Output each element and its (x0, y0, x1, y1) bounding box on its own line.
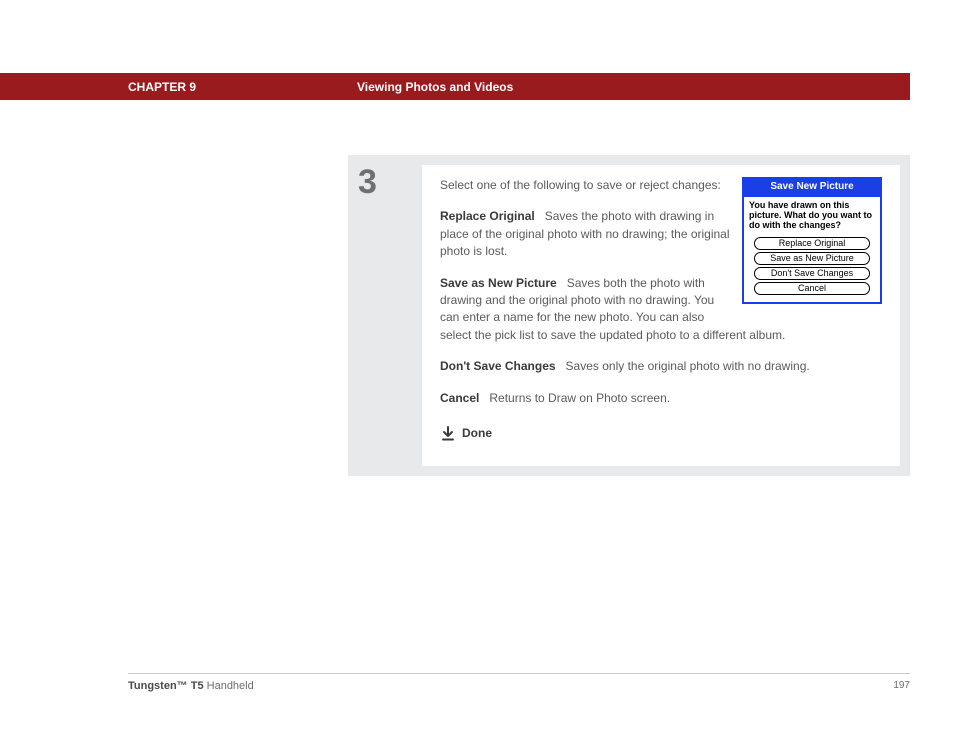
option-desc: Saves only the original photo with no dr… (566, 359, 810, 373)
save-dialog: Save New Picture You have drawn on this … (742, 177, 882, 304)
option-label: Cancel (440, 391, 479, 405)
dialog-button-cancel[interactable]: Cancel (754, 282, 870, 295)
footer: Tungsten™ T5 Handheld 197 (128, 673, 910, 692)
header-bar: CHAPTER 9 Viewing Photos and Videos (0, 73, 910, 100)
header-chapter-label: CHAPTER 9 (128, 80, 196, 94)
page: CHAPTER 9 Viewing Photos and Videos 3 Sa… (0, 0, 954, 738)
option-label: Don't Save Changes (440, 359, 556, 373)
dialog-button-replace-original[interactable]: Replace Original (754, 237, 870, 250)
done-label: Done (462, 425, 492, 442)
dialog-message: You have drawn on this picture. What do … (744, 197, 880, 235)
option-desc: Returns to Draw on Photo screen. (489, 391, 670, 405)
option-label: Replace Original (440, 209, 535, 223)
done-row: Done (440, 425, 882, 442)
dialog-illustration: Save New Picture You have drawn on this … (742, 177, 882, 304)
dialog-button-dont-save[interactable]: Don't Save Changes (754, 267, 870, 280)
dialog-title: Save New Picture (744, 179, 880, 197)
header-title-label: Viewing Photos and Videos (357, 80, 513, 94)
footer-product-rest: Handheld (204, 680, 254, 692)
dialog-buttons: Replace Original Save as New Picture Don… (744, 237, 880, 302)
footer-page-number: 197 (893, 680, 910, 692)
option-label: Save as New Picture (440, 276, 557, 290)
arrow-down-bar-icon (440, 426, 456, 442)
instruction-body: Save New Picture You have drawn on this … (422, 165, 900, 466)
option-dont-save-changes: Don't Save Changes Saves only the origina… (440, 358, 882, 375)
footer-product: Tungsten™ T5 Handheld (128, 680, 254, 692)
footer-product-bold: Tungsten™ T5 (128, 680, 204, 692)
instruction-card: 3 Save New Picture You have drawn on thi… (348, 155, 910, 476)
option-cancel: Cancel Returns to Draw on Photo screen. (440, 390, 882, 407)
step-number: 3 (358, 163, 414, 202)
dialog-button-save-new-picture[interactable]: Save as New Picture (754, 252, 870, 265)
